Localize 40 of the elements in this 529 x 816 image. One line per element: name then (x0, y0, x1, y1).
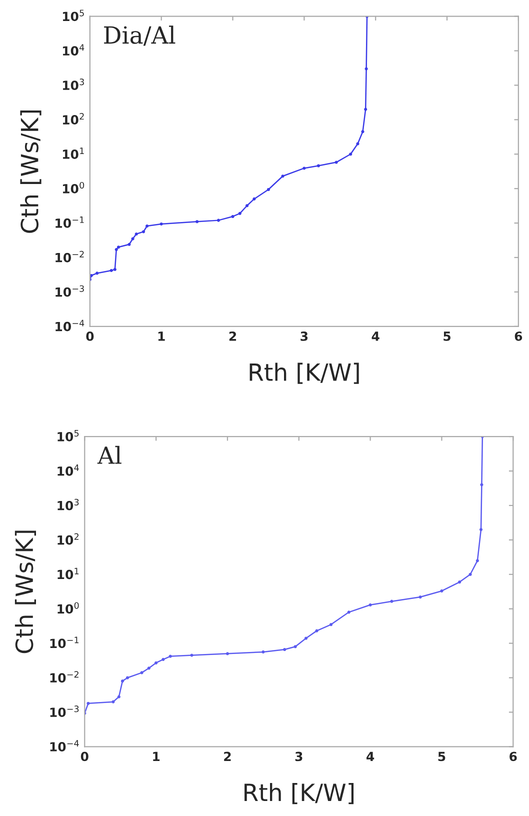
y-tick-label: 10$^{3}$ (62, 78, 84, 90)
x-axis-title: Rth [K/W] (250, 362, 359, 384)
x-tick-label: 3 (300, 331, 308, 341)
annotation: Dia/Al (104, 26, 176, 46)
x-tick-label: 2 (229, 331, 236, 341)
y-tick-label: 10$^{−2}$ (56, 250, 84, 262)
x-tick-label: 1 (153, 752, 160, 761)
y-tick-label: 10$^{1}$ (58, 568, 79, 580)
y-tick-label: 10$^{0}$ (58, 602, 79, 614)
x-tick-label: 6 (514, 331, 522, 341)
y-axis-title: Cth [Ws/K] (20, 110, 42, 233)
y-tick-label: 10$^{2}$ (62, 113, 84, 125)
annotation: Al (97, 446, 122, 464)
y-tick-label: 10$^{−1}$ (50, 636, 79, 648)
x-tick-label: 3 (295, 752, 302, 762)
x-tick-label: 0 (86, 331, 94, 341)
y-tick-label: 10$^{2}$ (58, 533, 78, 545)
x-tick-label: 2 (224, 752, 231, 761)
y-tick-label: 10$^{1}$ (62, 148, 84, 159)
y-tick-label: 10$^{5}$ (58, 430, 79, 442)
x-tick-label: 0 (80, 752, 88, 762)
x-tick-label: 6 (510, 752, 517, 762)
y-tick-label: 10$^{4}$ (58, 464, 79, 476)
y-tick-label: 10$^{−3}$ (56, 285, 84, 297)
x-axis-title: Rth [K/W] (244, 783, 354, 804)
y-tick-label: 10$^{−4}$ (56, 320, 84, 332)
y-tick-label: 10$^{−3}$ (50, 706, 79, 718)
y-tick-label: 10$^{−1}$ (56, 216, 84, 228)
x-tick-label: 4 (372, 332, 380, 341)
y-tick-label: 10$^{3}$ (58, 498, 79, 510)
y-tick-label: 10$^{4}$ (62, 44, 84, 56)
y-tick-label: 10$^{0}$ (62, 182, 84, 194)
x-tick-label: 1 (158, 332, 165, 341)
x-tick-label: 5 (444, 332, 450, 341)
y-tick-label: 10$^{5}$ (62, 10, 84, 22)
y-tick-label: 10$^{−4}$ (50, 740, 79, 752)
y-tick-label: 10$^{−2}$ (50, 671, 78, 683)
x-tick-label: 5 (438, 752, 446, 762)
y-axis-title: Cth [Ws/K] (14, 530, 36, 654)
x-tick-label: 4 (366, 752, 374, 761)
